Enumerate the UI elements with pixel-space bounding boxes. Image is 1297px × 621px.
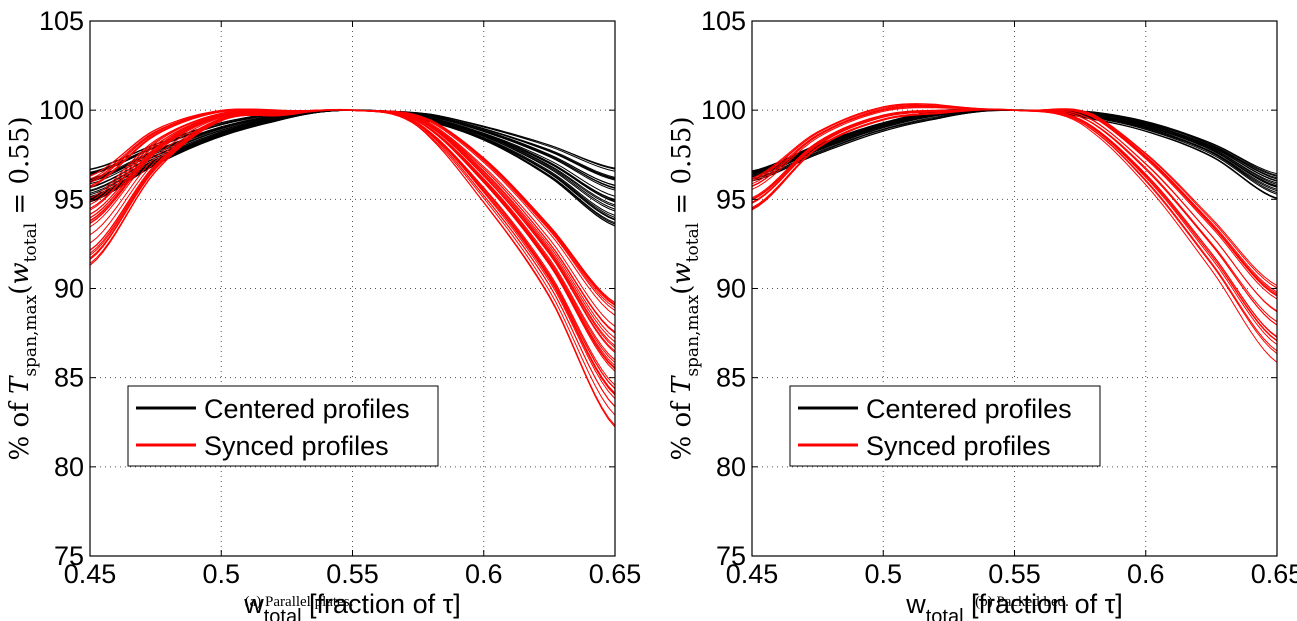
legend-entry-label: Centered profiles [866,394,1072,424]
x-tick-label: 0.5 [202,559,240,589]
y-axis-label-wsub: total [21,223,41,262]
x-tick-label: 0.65 [589,559,642,589]
x-tick-label: 0.55 [988,559,1041,589]
x-axis-label: wtotal [fraction of τ] [243,589,461,621]
legend: Centered profiles Synced profiles [789,385,1101,467]
x-axis-label-sub: total [264,606,302,621]
legend-box [789,385,1101,467]
series-lines [752,103,1277,363]
y-tick-label: 105 [39,6,84,36]
series-synced [90,108,615,428]
x-axis-label-rest: [fraction of τ] [302,589,461,619]
y-axis-label-T: T [5,375,35,394]
x-tick-label: 0.45 [726,559,779,589]
y-axis-label-post: = 0.55) [667,116,697,222]
chart-panel-b: 0.45 0.5 0.55 0.6 0.657580859095100105wtotal… [667,6,1297,621]
y-tick-label: 105 [701,6,746,36]
y-axis-label-w: w [667,262,697,284]
y-tick-label: 85 [716,363,746,393]
y-tick-label: 100 [39,95,84,125]
profile-line [752,108,1277,352]
legend: Centered profiles Synced profiles [127,385,439,467]
y-tick-label: 95 [54,184,84,214]
y-tick-label: 95 [716,184,746,214]
y-tick-label: 75 [716,541,746,571]
x-tick-label: 0.55 [326,559,379,589]
series-lines [90,108,615,428]
y-tick-label: 90 [716,274,746,304]
y-axis-label-Tsub: span,max [21,294,41,376]
legend-entry-label: Centered profiles [204,394,410,424]
y-axis-label-paren: ( [667,285,697,295]
x-tick-label: 0.5 [864,559,902,589]
y-axis-label-post: = 0.55) [5,116,35,222]
y-axis-label-pre: % of [667,394,697,461]
y-axis-label: % of Tspan,max(wtotal = 0.55) [667,116,703,460]
y-tick-label: 80 [716,452,746,482]
x-tick-label: 0.6 [1127,559,1165,589]
y-axis-label-pre: % of [5,394,35,461]
y-axis-label-paren: ( [5,285,35,295]
y-tick-label: 75 [54,541,84,571]
y-tick-label: 85 [54,363,84,393]
y-tick-label: 90 [54,274,84,304]
y-axis-label: % of Tspan,max(wtotal = 0.55) [5,116,41,460]
legend-entry-label: Synced profiles [204,431,389,461]
y-axis-label-T: T [667,375,697,394]
chart-panel-a: 0.45 0.5 0.55 0.6 0.657580859095100105wtotal… [5,6,641,621]
x-tick-label: 0.65 [1251,559,1297,589]
x-axis-label-sub: total [926,606,964,621]
y-axis-label-Tsub: span,max [683,294,703,376]
x-axis-label: wtotal [fraction of τ] [905,589,1123,621]
x-tick-label: 0.45 [64,559,117,589]
legend-box [127,385,439,467]
y-axis-label-w: w [5,262,35,284]
profile-line [90,109,615,407]
x-axis-label-main: w [243,589,264,619]
y-tick-label: 100 [701,95,746,125]
series-synced [752,103,1277,363]
y-tick-label: 80 [54,452,84,482]
figure-caption: (a) Parallel plates. [245,594,354,610]
x-axis-label-main: w [905,589,926,619]
legend-entry-label: Synced profiles [866,431,1051,461]
x-tick-label: 0.6 [465,559,503,589]
y-axis-label-wsub: total [683,223,703,262]
figure-caption: (b) Packed bed. [975,594,1069,610]
x-axis-label-rest: [fraction of τ] [964,589,1123,619]
